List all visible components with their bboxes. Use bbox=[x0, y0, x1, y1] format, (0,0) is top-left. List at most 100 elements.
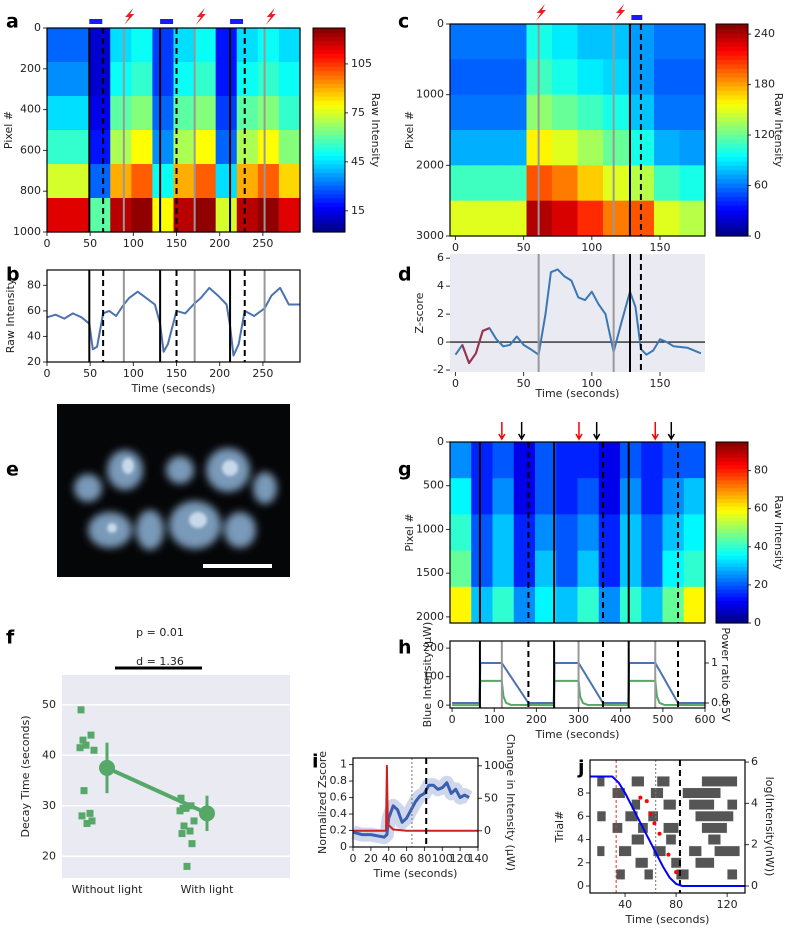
colorbar-step bbox=[313, 193, 345, 199]
x-tick-label: 40 bbox=[382, 852, 396, 865]
colorbar-tick-label: 60 bbox=[754, 179, 768, 192]
heat-cell bbox=[68, 28, 90, 63]
colorbar-step bbox=[716, 445, 748, 451]
annotation: p = 0.01 bbox=[136, 626, 184, 639]
colorbar-step bbox=[716, 589, 748, 594]
x-tick-label: 0 bbox=[44, 367, 51, 380]
heat-cell bbox=[194, 130, 217, 165]
heat-cell bbox=[641, 586, 664, 624]
colorbar-tick-label: 0 bbox=[754, 616, 761, 629]
y-tick-label: 8 bbox=[577, 786, 584, 799]
heat-cell bbox=[471, 586, 494, 624]
heat-cell bbox=[68, 164, 90, 199]
light-bar bbox=[230, 19, 244, 24]
heat-cell bbox=[662, 586, 685, 624]
heat-cell bbox=[110, 96, 132, 131]
heat-cell bbox=[475, 200, 502, 237]
heat-cell bbox=[475, 130, 502, 166]
colorbar-step bbox=[716, 24, 748, 30]
raster-event bbox=[688, 845, 702, 857]
colorbar-step bbox=[716, 46, 748, 52]
heat-cell bbox=[236, 62, 259, 97]
colorbar-step bbox=[716, 112, 748, 118]
colorbar-step bbox=[313, 134, 345, 140]
heat-cell bbox=[236, 130, 259, 165]
colorbar-tick-label: 0 bbox=[754, 229, 761, 242]
heat-cell bbox=[278, 96, 301, 131]
colorbar-step bbox=[716, 619, 748, 624]
heat-cell bbox=[501, 24, 528, 60]
colorbar-tick-label: 120 bbox=[754, 128, 775, 141]
x-axis-label: Time (seconds) bbox=[625, 913, 710, 926]
raster-event bbox=[643, 868, 654, 880]
colorbar-step bbox=[313, 36, 345, 42]
colorbar-step bbox=[313, 104, 345, 110]
colorbar-step bbox=[716, 475, 748, 481]
y-tick-label: 2000 bbox=[416, 158, 444, 171]
colorbar-step bbox=[716, 547, 748, 552]
colorbar-step bbox=[716, 540, 748, 545]
colorbar-step bbox=[716, 536, 748, 541]
cell-bright bbox=[107, 458, 238, 533]
x-tick-label: 200 bbox=[526, 713, 547, 726]
heat-cell bbox=[471, 442, 494, 479]
heat-cell bbox=[215, 198, 238, 233]
colorbar-step bbox=[313, 74, 345, 80]
x-tick-label: 120 bbox=[450, 852, 471, 865]
heat-cell bbox=[492, 442, 515, 479]
x-tick-label: 60 bbox=[400, 852, 414, 865]
colorbar-step bbox=[716, 213, 748, 219]
colorbar-step bbox=[716, 442, 748, 447]
heat-cell bbox=[47, 164, 69, 199]
x-tick-label: 150 bbox=[166, 237, 187, 250]
heat-cell bbox=[89, 28, 111, 63]
red-point bbox=[648, 811, 653, 816]
colorbar-step bbox=[313, 223, 345, 229]
heat-cell bbox=[603, 94, 630, 131]
heat-cell bbox=[194, 28, 217, 63]
colorbar-step bbox=[313, 206, 345, 212]
colorbar-step bbox=[313, 172, 345, 178]
raster-event bbox=[714, 845, 741, 857]
plot-background bbox=[450, 254, 705, 372]
colorbar-step bbox=[716, 121, 748, 127]
colorbar-step bbox=[716, 532, 748, 537]
y-tick-label: 100 bbox=[423, 670, 444, 683]
colorbar-step bbox=[716, 41, 748, 47]
colorbar-tick-label: 80 bbox=[754, 464, 768, 477]
data-point bbox=[182, 804, 190, 812]
colorbar-step bbox=[313, 32, 345, 38]
colorbar-step bbox=[716, 81, 748, 87]
colorbar-step bbox=[716, 77, 748, 83]
colorbar-step bbox=[716, 615, 748, 620]
heat-cell bbox=[662, 442, 685, 479]
colorbar-step bbox=[716, 570, 748, 575]
x-tick-label: 20 bbox=[364, 852, 378, 865]
data-point bbox=[82, 741, 90, 749]
y2-axis-label: log(Intensity(nW)) bbox=[763, 777, 776, 877]
colorbar-step bbox=[313, 57, 345, 63]
y2-tick-label: 0.6 bbox=[711, 696, 729, 709]
colorbar-tick-label: 75 bbox=[351, 106, 365, 119]
category-label: With light bbox=[181, 883, 235, 896]
mean-point bbox=[99, 759, 115, 776]
colorbar-step bbox=[716, 596, 748, 601]
heat-cell bbox=[620, 586, 642, 624]
heat-cell bbox=[552, 165, 579, 202]
heat-cell bbox=[471, 514, 494, 552]
colorbar-step bbox=[716, 231, 748, 237]
data-point bbox=[177, 794, 185, 802]
colorbar-step bbox=[716, 63, 748, 69]
y2-tick-label: 0 bbox=[751, 879, 758, 892]
x-tick-label: 50 bbox=[83, 237, 97, 250]
y-tick-label: 400 bbox=[20, 103, 41, 116]
heat-cell bbox=[683, 550, 706, 588]
y-tick-label: 0.2 bbox=[330, 824, 348, 837]
x-tick-label: 100 bbox=[484, 713, 505, 726]
heat-cell bbox=[535, 514, 557, 552]
y-axis-label: Raw Intensity bbox=[4, 278, 17, 353]
y2-axis-label: Power ratio of 5V bbox=[719, 627, 732, 722]
heat-cell bbox=[450, 24, 477, 60]
y-tick-label: 800 bbox=[20, 184, 41, 197]
